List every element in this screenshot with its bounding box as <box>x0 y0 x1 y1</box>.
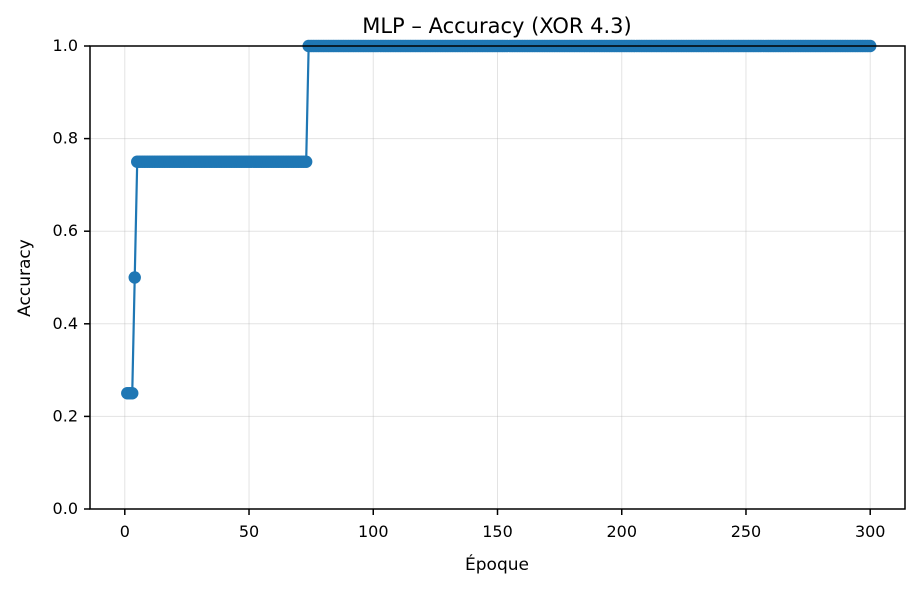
grid-lines <box>90 45 905 510</box>
x-tick-label: 100 <box>358 522 389 541</box>
y-tick-label: 0.4 <box>53 314 78 333</box>
x-tick-label: 200 <box>606 522 637 541</box>
x-tick-label: 250 <box>731 522 762 541</box>
y-tick-label: 0.0 <box>53 499 78 518</box>
accuracy-line <box>127 44 871 395</box>
y-tick-label: 1.0 <box>53 36 78 55</box>
data-point <box>299 155 313 168</box>
chart-title: MLP – Accuracy (XOR 4.3) <box>362 14 632 38</box>
y-tick-label: 0.2 <box>53 406 78 425</box>
data-point <box>126 387 139 400</box>
x-tick-label: 300 <box>855 522 886 541</box>
x-axis-label: Époque <box>465 553 529 575</box>
axes: 0 50 100 150 200 250 300 0.0 0.2 0.4 0.6 0.8 1.0 <box>53 36 906 541</box>
y-tick-label: 0.8 <box>53 129 78 148</box>
y-tick-label: 0.6 <box>53 221 78 240</box>
x-tick-label: 150 <box>482 522 513 541</box>
data-point <box>128 271 141 284</box>
x-tick-label: 50 <box>239 522 259 541</box>
accuracy-series <box>121 39 877 400</box>
x-tick-label: 0 <box>120 522 130 541</box>
y-axis-label: Accuracy <box>15 239 35 317</box>
